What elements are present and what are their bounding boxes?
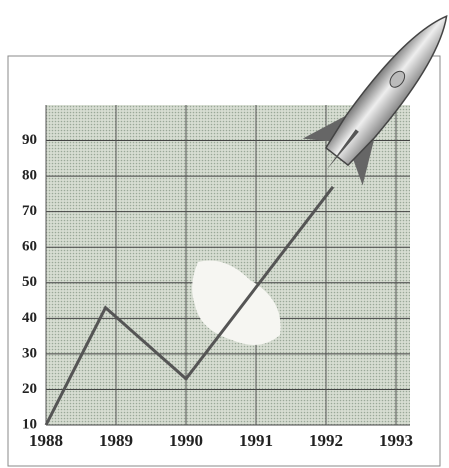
- x-tick-label: 1991: [239, 431, 273, 450]
- chart: 1020304050607080901988198919901991199219…: [0, 0, 449, 468]
- x-tick-label: 1990: [169, 431, 203, 450]
- page: {"chart_data": {"type": "line", "x": [19…: [0, 0, 449, 468]
- y-tick-label: 70: [22, 203, 37, 219]
- x-tick-label: 1992: [309, 431, 343, 450]
- y-tick-label: 40: [22, 310, 37, 326]
- y-tick-label: 90: [22, 132, 37, 148]
- x-tick-label: 1989: [99, 431, 133, 450]
- y-tick-label: 60: [22, 239, 37, 255]
- x-tick-label: 1988: [29, 431, 63, 450]
- x-tick-label: 1993: [379, 431, 413, 450]
- y-tick-label: 30: [22, 345, 37, 361]
- y-tick-label: 50: [22, 274, 37, 290]
- y-tick-label: 80: [22, 168, 37, 184]
- y-tick-label: 20: [22, 381, 37, 397]
